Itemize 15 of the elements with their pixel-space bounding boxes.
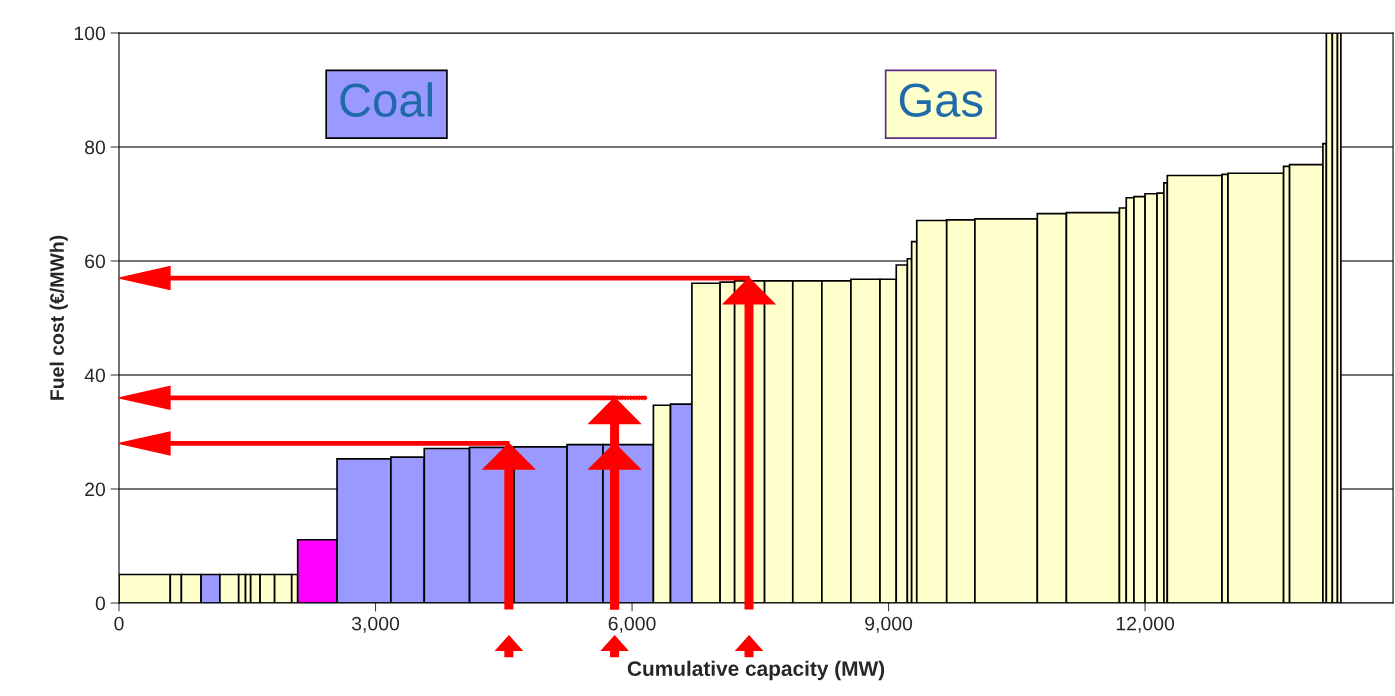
y-axis-title: Fuel cost (€/MWh) xyxy=(49,235,68,400)
x-axis-title: Cumulative capacity (MW) xyxy=(627,660,885,681)
y-tick-label: 60 xyxy=(85,254,106,269)
annotation: Coal xyxy=(340,82,432,117)
y-tick-label: 80 xyxy=(85,140,106,155)
x-tick-label: 0 xyxy=(114,616,124,631)
x-tick-label: 9,000 xyxy=(865,616,913,633)
x-tick-label: 3,000 xyxy=(351,616,400,633)
y-tick-label: 100 xyxy=(74,26,106,41)
x-tick-label: 12,000 xyxy=(1116,616,1175,633)
y-tick-label: 40 xyxy=(84,368,106,383)
y-tick-label: 20 xyxy=(85,482,106,497)
annotation: Gas xyxy=(899,83,983,117)
y-tick-label: 0 xyxy=(95,596,106,611)
x-tick-label: 6,000 xyxy=(608,616,656,633)
